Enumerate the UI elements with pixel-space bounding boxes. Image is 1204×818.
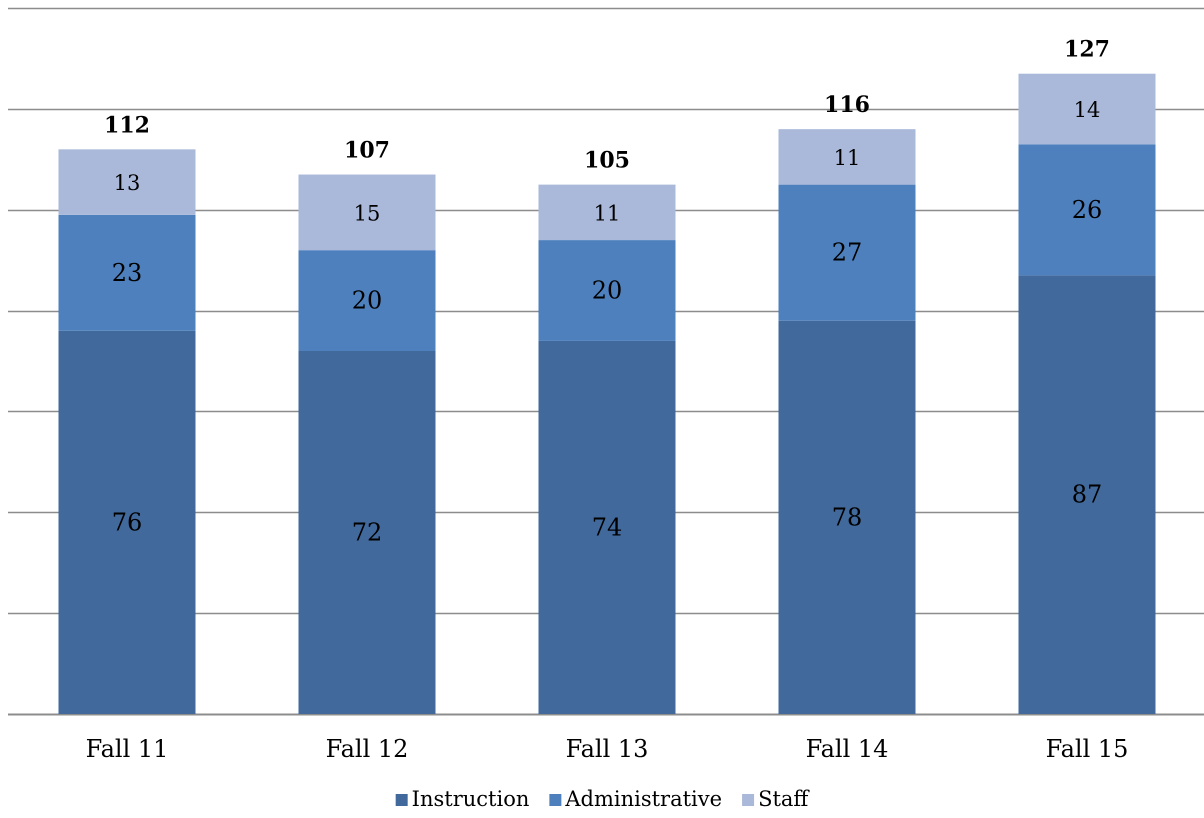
- x-tick-label: Fall 12: [326, 735, 409, 763]
- bar-segment-administrative: [298, 250, 436, 351]
- data-label: 11: [834, 146, 861, 170]
- bar-segment-administrative: [778, 184, 916, 321]
- data-label: 20: [352, 287, 383, 315]
- bar-stack: 78 27 11 116: [778, 92, 916, 714]
- data-label: 72: [352, 518, 383, 546]
- bar-segment-administrative: [1018, 144, 1156, 276]
- total-label: 112: [104, 112, 150, 138]
- total-label: 127: [1064, 37, 1110, 63]
- total-label: 107: [344, 138, 390, 164]
- legend-item-staff: Staff: [742, 787, 810, 811]
- legend-swatch: [742, 794, 755, 806]
- bar-segment-instruction: [1018, 275, 1156, 714]
- data-label: 15: [354, 201, 381, 225]
- legend-item-instruction: Instruction: [395, 787, 530, 811]
- data-label: 87: [1072, 481, 1103, 509]
- data-label: 27: [832, 239, 863, 267]
- x-tick-label: Fall 13: [566, 735, 649, 763]
- bar-stack: 72 20 15 107: [298, 138, 436, 714]
- data-label: 74: [592, 513, 623, 541]
- bar-stack: 87 26 14 127: [1018, 37, 1156, 714]
- bar-segment-staff: [58, 149, 196, 215]
- data-label: 20: [592, 276, 623, 304]
- legend-swatch: [549, 794, 562, 806]
- bar-segment-staff: [538, 184, 676, 241]
- legend-item-administrative: Administrative: [549, 787, 722, 811]
- data-label: 76: [112, 508, 143, 536]
- bar-segment-staff: [1018, 73, 1156, 145]
- bar-stack: 76 23 13 112: [58, 112, 196, 714]
- data-label: 13: [114, 171, 141, 195]
- bar-segment-instruction: [538, 340, 676, 714]
- data-label: 26: [1072, 196, 1103, 224]
- bars: 76 23 13 112 72 20 15 107 74 20 11 105 78 27 11 116 87 26…: [58, 37, 1156, 714]
- x-axis: Fall 11 Fall 12 Fall 13 Fall 14 Fall 15: [86, 735, 1129, 763]
- bar-stack: 74 20 11 105: [538, 148, 676, 714]
- total-label: 116: [824, 92, 870, 118]
- bar-segment-instruction: [298, 350, 436, 714]
- data-label: 11: [594, 201, 621, 225]
- bar-segment-staff: [298, 174, 436, 251]
- bar-segment-instruction: [58, 330, 196, 714]
- legend-label: Staff: [758, 787, 810, 811]
- x-tick-label: Fall 11: [86, 735, 169, 763]
- x-tick-label: Fall 15: [1046, 735, 1129, 763]
- legend-label: Administrative: [564, 787, 722, 811]
- data-label: 23: [112, 259, 143, 287]
- x-tick-label: Fall 14: [806, 735, 889, 763]
- legend-label: Instruction: [412, 787, 530, 811]
- legend: Instruction Administrative Staff: [395, 787, 810, 811]
- legend-swatch: [395, 794, 408, 806]
- bar-segment-administrative: [538, 240, 676, 341]
- bar-segment-instruction: [778, 320, 916, 714]
- bar-segment-staff: [778, 129, 916, 185]
- bar-segment-administrative: [58, 214, 196, 331]
- total-label: 105: [584, 148, 630, 174]
- data-label: 14: [1074, 98, 1101, 122]
- data-label: 78: [832, 503, 863, 531]
